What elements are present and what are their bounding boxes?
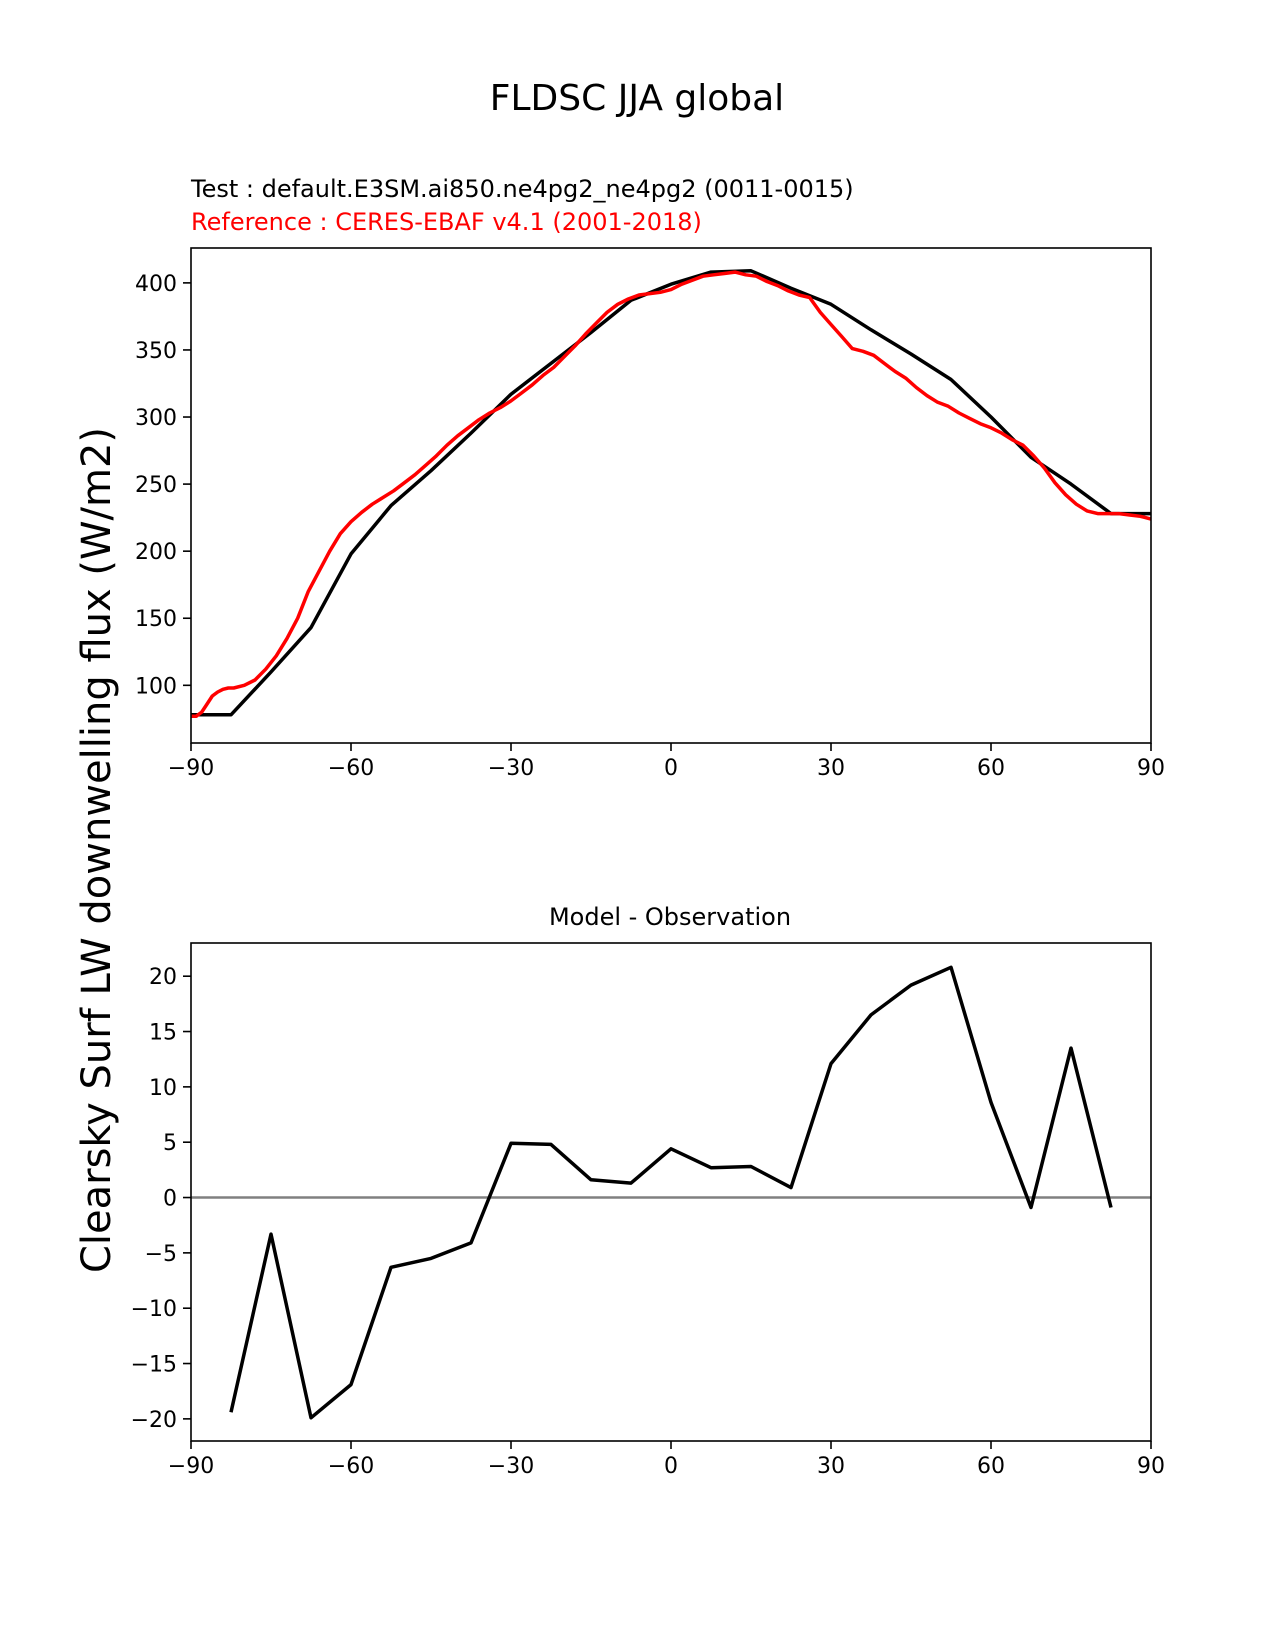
x-tick-label: 60 <box>977 756 1005 781</box>
bottom-panel: Model - Observation −90 −60 −30 0 30 60 90−20−… <box>131 903 1165 1479</box>
x-tick-label: 90 <box>1137 1454 1165 1479</box>
axes-frame <box>190 942 1152 1442</box>
top-panel: Test : default.E3SM.ai850.ne4pg2_ne4pg2 … <box>135 175 1165 781</box>
bottom-plot-area: −90 −60 −30 0 30 60 90 −20 −15 −10 −5 0 5 10 15 20 <box>131 942 1165 1479</box>
y-tick-label: 15 <box>149 1021 177 1046</box>
x-tick-label: 0 <box>664 756 678 781</box>
x-tick-label: 90 <box>1137 756 1165 781</box>
x-tick-label: 30 <box>817 1454 845 1479</box>
y-tick-label: 100 <box>135 674 177 699</box>
x-tick-label: −90 <box>168 756 214 781</box>
x-tick-label: −30 <box>488 756 534 781</box>
series-line-reference <box>191 270 1151 718</box>
y-tick-label: 250 <box>135 473 177 498</box>
y-tick-label: 0 <box>163 1187 177 1212</box>
x-tick-label: −60 <box>328 756 374 781</box>
test-label: Test : default.E3SM.ai850.ne4pg2_ne4pg2 … <box>190 175 854 203</box>
y-tick-label: 200 <box>135 540 177 565</box>
series-line-test <box>191 269 1151 717</box>
y-tick-label: 150 <box>135 607 177 632</box>
x-tick-label: −60 <box>328 1454 374 1479</box>
x-tick-label: −90 <box>168 1454 214 1479</box>
x-tick-label: −30 <box>488 1454 534 1479</box>
axes-frame <box>190 247 1152 744</box>
y-tick-label: −5 <box>145 1242 177 1267</box>
bottom-title: Model - Observation <box>549 903 791 931</box>
reference-label: Reference : CERES-EBAF v4.1 (2001-2018) <box>191 208 702 236</box>
x-tick-label: 30 <box>817 756 845 781</box>
figure-title: FLDSC JJA global <box>490 78 784 119</box>
figure-ylabel: Clearsky Surf LW downwelling flux (W/m2) <box>74 427 120 1273</box>
y-tick-label: 400 <box>135 272 177 297</box>
y-tick-label: 10 <box>149 1076 177 1101</box>
y-tick-label: −15 <box>131 1353 177 1378</box>
y-tick-label: 5 <box>163 1131 177 1156</box>
series-line-model-observation <box>229 965 1113 1420</box>
top-plot-area: −90 −60 −30 0 30 60 90 100 150 200 250 300 350 400 <box>135 247 1165 781</box>
y-tick-label: 350 <box>135 339 177 364</box>
x-tick-label: 60 <box>977 1454 1005 1479</box>
y-tick-label: 300 <box>135 406 177 431</box>
y-tick-label: −20 <box>131 1408 177 1433</box>
y-tick-label: −10 <box>131 1297 177 1322</box>
x-tick-label: 0 <box>664 1454 678 1479</box>
y-tick-label: 20 <box>149 965 177 990</box>
